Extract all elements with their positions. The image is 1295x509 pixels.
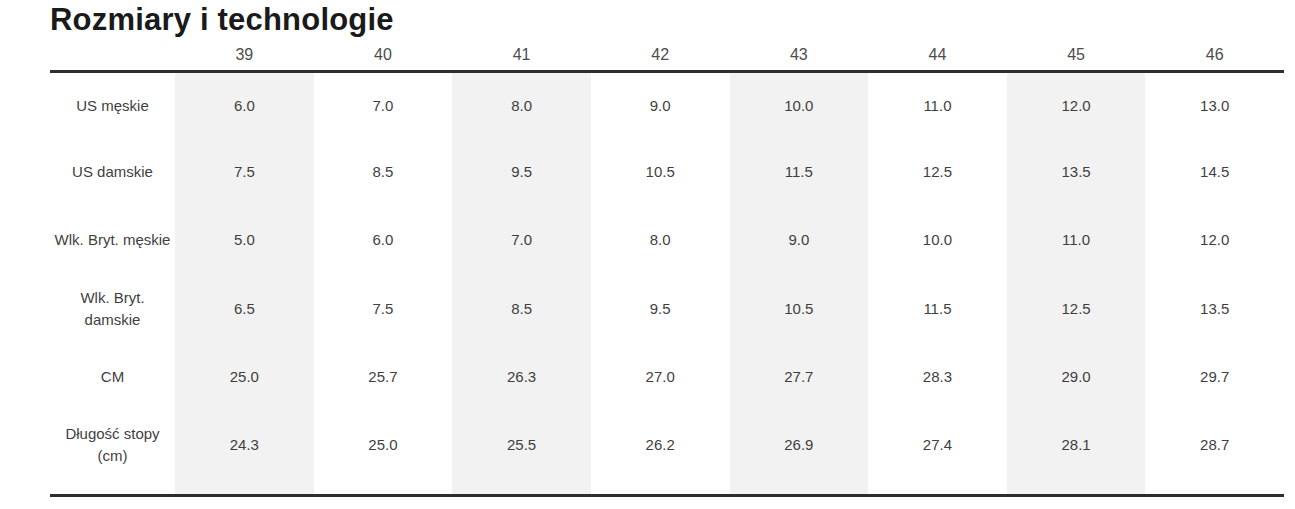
table-cell: 29.7 [1145,343,1284,411]
column-header: 46 [1145,46,1284,64]
table-cell: 28.7 [1145,423,1284,467]
table-cell: 8.0 [452,73,591,138]
table-cell: 7.5 [175,138,314,206]
row-label: Wlk. Bryt. damskie [50,274,175,343]
size-conversion-table: 39 40 41 42 43 44 45 46 [50,40,1284,497]
table-cell: 27.7 [730,343,869,411]
column-header: 45 [1007,46,1146,64]
table-cell: 7.0 [452,206,591,274]
table-cell: 9.5 [591,274,730,343]
row-label: US męskie [50,73,175,138]
table-row: Wlk. Bryt. męskie 5.0 6.0 7.0 8.0 9.0 10… [50,206,1284,274]
table-cell: 13.5 [1145,274,1284,343]
table-cell: 5.0 [175,206,314,274]
table-cell: 6.0 [175,73,314,138]
table-cell: 24.3 [175,423,314,467]
table-cell: 25.0 [175,343,314,411]
table-cell: 8.0 [591,206,730,274]
table-cell: 12.5 [1007,274,1146,343]
table-cell: 29.0 [1007,343,1146,411]
table-cell: 12.5 [868,138,1007,206]
table-cell: 25.0 [314,423,453,467]
table-cell: 12.0 [1145,206,1284,274]
table-cell: 25.5 [452,423,591,467]
table-cell: 13.0 [1145,73,1284,138]
table-cell: 7.0 [314,73,453,138]
table-row: US męskie 6.0 7.0 8.0 9.0 10.0 11.0 12.0… [50,73,1284,138]
table-row: Długość stopy (cm) 24.3 25.0 25.5 26.2 2… [50,423,1284,467]
table-row: Wlk. Bryt. damskie 6.5 7.5 8.5 9.5 10.5 … [50,274,1284,343]
table-cell: 26.9 [730,423,869,467]
column-header: 43 [730,46,869,64]
column-header: 42 [591,46,730,64]
row-label: Wlk. Bryt. męskie [50,206,175,274]
table-row: US damskie 7.5 8.5 9.5 10.5 11.5 12.5 13… [50,138,1284,206]
table-cell: 11.5 [730,138,869,206]
table-cell: 11.5 [868,274,1007,343]
table-cell: 25.7 [314,343,453,411]
page-title: Rozmiary i technologie [50,2,394,38]
table-cell: 28.1 [1007,423,1146,467]
table-cell: 9.5 [452,138,591,206]
table-cell: 26.3 [452,343,591,411]
column-header: 44 [868,46,1007,64]
row-label: CM [50,343,175,411]
table-header-row: 39 40 41 42 43 44 45 46 [50,40,1284,70]
size-chart-page: Rozmiary i technologie 39 40 41 42 43 44… [0,0,1295,509]
column-header: 39 [175,46,314,64]
table-cell: 12.0 [1007,73,1146,138]
table-cell: 26.2 [591,423,730,467]
table-cell: 13.5 [1007,138,1146,206]
column-header: 40 [314,46,453,64]
table-cell: 6.0 [314,206,453,274]
table-cell: 8.5 [452,274,591,343]
table-cell: 9.0 [591,73,730,138]
table-cell: 11.0 [868,73,1007,138]
row-label: US damskie [50,138,175,206]
table-cell: 10.5 [730,274,869,343]
table-cell: 9.0 [730,206,869,274]
table-cell: 27.4 [868,423,1007,467]
table-cell: 10.0 [868,206,1007,274]
table-row: CM 25.0 25.7 26.3 27.0 27.7 28.3 29.0 29… [50,343,1284,411]
table-rows: US męskie 6.0 7.0 8.0 9.0 10.0 11.0 12.0… [50,73,1284,467]
table-cell: 14.5 [1145,138,1284,206]
row-label: Długość stopy (cm) [50,423,175,467]
table-cell: 28.3 [868,343,1007,411]
table-cell: 27.0 [591,343,730,411]
table-cell: 7.5 [314,274,453,343]
table-cell: 10.0 [730,73,869,138]
table-cell: 11.0 [1007,206,1146,274]
table-cell: 10.5 [591,138,730,206]
table-cell: 6.5 [175,274,314,343]
table-cell: 8.5 [314,138,453,206]
column-header: 41 [452,46,591,64]
table-body: US męskie 6.0 7.0 8.0 9.0 10.0 11.0 12.0… [50,70,1284,497]
